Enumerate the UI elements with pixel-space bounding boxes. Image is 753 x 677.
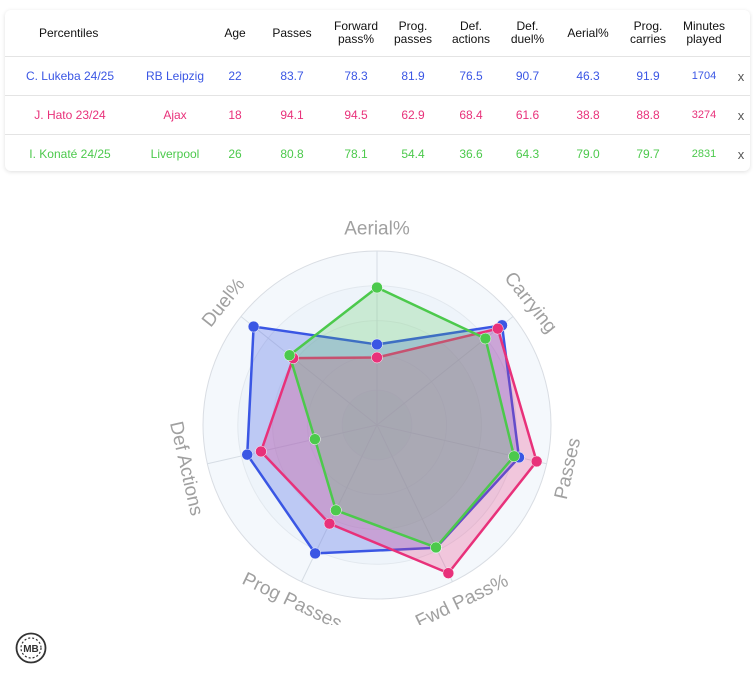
data-point-j-hato-23-24 [442, 567, 455, 579]
remove-row-button[interactable]: x [732, 56, 750, 96]
header-team [135, 10, 215, 57]
mb-logo-icon: MB [15, 632, 47, 664]
data-point-j-hato-23-24 [530, 455, 543, 468]
cell-passes: 80.8 [280, 147, 304, 161]
cell-prog-passes: 54.4 [401, 147, 425, 161]
header-forward-pass: Forward pass% [329, 10, 383, 57]
cell-def-actions: 68.4 [443, 95, 499, 135]
header-aerial: Aerial% [556, 10, 620, 57]
header-prog-carries: Prog. carries [620, 10, 676, 57]
axis-label-def-actions: Def Actions [165, 419, 207, 517]
cell-def-duel: 90.7 [499, 56, 556, 96]
team-name-lukeba: RB Leipzig [135, 56, 215, 96]
data-point-i-konate-24-25 [283, 349, 296, 361]
cell-def-duel: 61.6 [499, 95, 556, 135]
cell-age: 22 [215, 56, 255, 96]
header-def-duel: Def. duel% [499, 10, 556, 57]
data-point-j-hato-23-24 [492, 322, 504, 335]
cell-passes: 83.7 [255, 56, 329, 96]
header-percentiles: Percentiles [5, 10, 135, 57]
header-prog-passes: Prog. passes [383, 10, 443, 57]
radar-spoke [376, 316, 514, 426]
cell-prog-carries: 88.8 [620, 95, 676, 135]
team-name-konate: Liverpool [150, 147, 200, 161]
player-name-konate: I. Konaté 24/25 [29, 147, 111, 161]
data-point-i-konate-24-25 [479, 332, 492, 345]
comparison-table-card: Percentiles Age Passes Forward pass% Pro… [5, 10, 750, 171]
remove-row-button[interactable]: x [732, 95, 750, 135]
data-point-j-hato-23-24 [323, 517, 336, 530]
data-point-j-hato-23-24 [371, 351, 383, 364]
series-area-c-lukeba-24-25 [245, 324, 521, 555]
cell-prog-carries: 79.7 [636, 147, 660, 161]
cell-forward-pass: 78.1 [344, 147, 368, 161]
header-remove [732, 10, 750, 57]
cell-age: 18 [215, 95, 255, 135]
cell-def-actions: 76.5 [443, 56, 499, 96]
radar-spoke [376, 424, 453, 582]
data-point-i-konate-24-25 [430, 541, 442, 554]
cell-forward-pass: 78.3 [329, 56, 383, 96]
cell-prog-carries: 91.9 [620, 56, 676, 96]
data-point-j-hato-23-24 [255, 445, 267, 458]
cell-def-duel: 64.3 [515, 147, 540, 161]
cell-aerial: 46.3 [556, 56, 620, 96]
remove-row-button[interactable]: x [737, 146, 745, 162]
cell-passes: 94.1 [255, 95, 329, 135]
data-point-i-konate-24-25 [371, 281, 383, 294]
header-age: Age [215, 10, 255, 57]
header-passes: Passes [255, 10, 329, 57]
table-row: J. Hato 23/24 Ajax 18 94.1 94.5 62.9 68.4 61.6 3… [5, 95, 750, 135]
cell-minutes-played: 1704 [676, 56, 732, 96]
data-point-i-konate-24-25 [330, 504, 342, 517]
data-point-i-konate-24-25 [508, 450, 520, 463]
table-row: C. Lukeba 24/25 RB Leipzig 22 83.7 78.3 81.9 7… [5, 56, 750, 96]
data-point-c-lukeba-24-25 [241, 448, 253, 461]
cell-prog-passes: 81.9 [383, 56, 443, 96]
cell-minutes-played: 3274 [676, 95, 732, 135]
header-minutes-played: Minutes played [676, 10, 732, 57]
comparison-table: Percentiles Age Passes Forward pass% Pro… [5, 10, 750, 173]
logo-text: MB [23, 644, 39, 655]
table-row: I. Konaté 24/25 Liverpool 26 80.8 78.1 54.4 36… [5, 135, 750, 174]
radar-spoke [240, 316, 378, 426]
axis-label-passes: Passes [551, 436, 585, 501]
cell-def-actions: 36.6 [459, 147, 483, 161]
cell-minutes-played: 2831 [691, 148, 717, 160]
cell-age: 26 [228, 147, 242, 161]
player-name-hato: J. Hato 23/24 [5, 95, 135, 135]
player-name-lukeba: C. Lukeba 24/25 [5, 56, 135, 96]
data-point-c-lukeba-24-25 [309, 547, 321, 560]
team-name-hato: Ajax [135, 95, 215, 135]
data-point-c-lukeba-24-25 [371, 338, 383, 351]
series-area-i-konate-24-25 [288, 286, 516, 549]
cell-aerial: 38.8 [556, 95, 620, 135]
cell-aerial: 79.0 [576, 147, 600, 161]
data-point-i-konate-24-25 [309, 433, 321, 445]
table-header-row: Percentiles Age Passes Forward pass% Pro… [5, 10, 750, 57]
cell-forward-pass: 94.5 [329, 95, 383, 135]
axis-label-aerial-: Aerial% [344, 219, 410, 240]
cell-prog-passes: 62.9 [383, 95, 443, 135]
header-def-actions: Def. actions [443, 10, 499, 57]
radar-spoke [207, 424, 378, 465]
data-point-c-lukeba-24-25 [247, 320, 260, 333]
